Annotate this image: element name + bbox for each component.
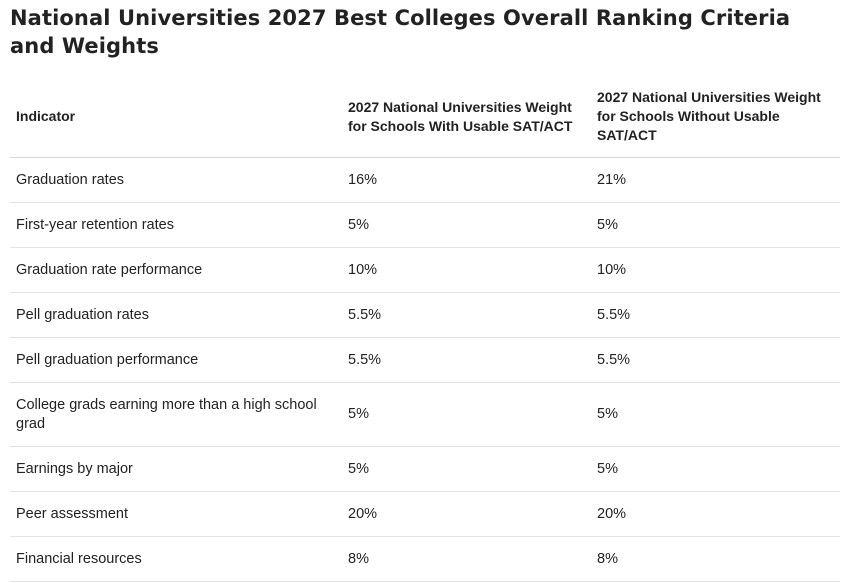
weight-with-sat-act-cell: 5% (348, 406, 369, 422)
weight-with-sat-act-cell: 8% (348, 550, 369, 567)
indicator-cell: Peer assessment (16, 505, 129, 522)
weight-with-sat-act-cell: 5.5% (348, 351, 382, 368)
weight-without-sat-act-cell: 8% (597, 550, 618, 567)
indicator-cell: Graduation rates (16, 171, 125, 188)
table-row: First-year retention rates 5% 5% (10, 203, 840, 248)
indicator-cell: Pell graduation rates (16, 306, 149, 323)
indicator-cell: Earnings by major (16, 460, 133, 477)
page-title: National Universities 2027 Best Colleges… (10, 6, 791, 58)
indicator-cell: First-year retention rates (16, 216, 174, 233)
header-weight-without-sat-act: 2027 National Universities Weight for Sc… (597, 89, 821, 143)
indicator-cell: Graduation rate performance (16, 261, 203, 278)
weight-without-sat-act-cell: 20% (597, 505, 627, 522)
criteria-table: Indicator 2027 National Universities Wei… (10, 76, 840, 582)
indicator-cell: College grads earning more than a high s… (16, 396, 317, 432)
indicator-cell: Financial resources (16, 550, 142, 567)
weight-without-sat-act-cell: 5.5% (597, 306, 631, 323)
table-row: Pell graduation performance 5.5% 5.5% (10, 338, 840, 383)
table-row: Pell graduation rates 5.5% 5.5% (10, 293, 840, 338)
weight-without-sat-act-cell: 5.5% (597, 351, 631, 368)
table-row: Graduation rate performance 10% 10% (10, 248, 840, 293)
weight-without-sat-act-cell: 5% (597, 460, 618, 477)
table-row: Earnings by major 5% 5% (10, 447, 840, 492)
weight-with-sat-act-cell: 5% (348, 216, 369, 233)
weight-with-sat-act-cell: 5% (348, 460, 369, 477)
header-weight-with-sat-act: 2027 National Universities Weight for Sc… (348, 98, 573, 134)
weight-with-sat-act-cell: 16% (348, 171, 378, 188)
weight-with-sat-act-cell: 5.5% (348, 306, 382, 323)
weight-without-sat-act-cell: 5% (597, 406, 618, 422)
table-row: Graduation rates 16% 21% (10, 158, 840, 203)
weight-without-sat-act-cell: 5% (597, 216, 618, 233)
table-row: College grads earning more than a high s… (10, 383, 840, 447)
weight-without-sat-act-cell: 21% (597, 171, 627, 188)
table-header-row: Indicator 2027 National Universities Wei… (10, 76, 840, 158)
table-row: Financial resources 8% 8% (10, 537, 840, 582)
header-indicator: Indicator (16, 108, 76, 124)
weight-without-sat-act-cell: 10% (597, 261, 627, 278)
weight-with-sat-act-cell: 20% (348, 505, 378, 522)
weight-with-sat-act-cell: 10% (348, 261, 378, 278)
indicator-cell: Pell graduation performance (16, 351, 199, 368)
table-row: Peer assessment 20% 20% (10, 492, 840, 537)
